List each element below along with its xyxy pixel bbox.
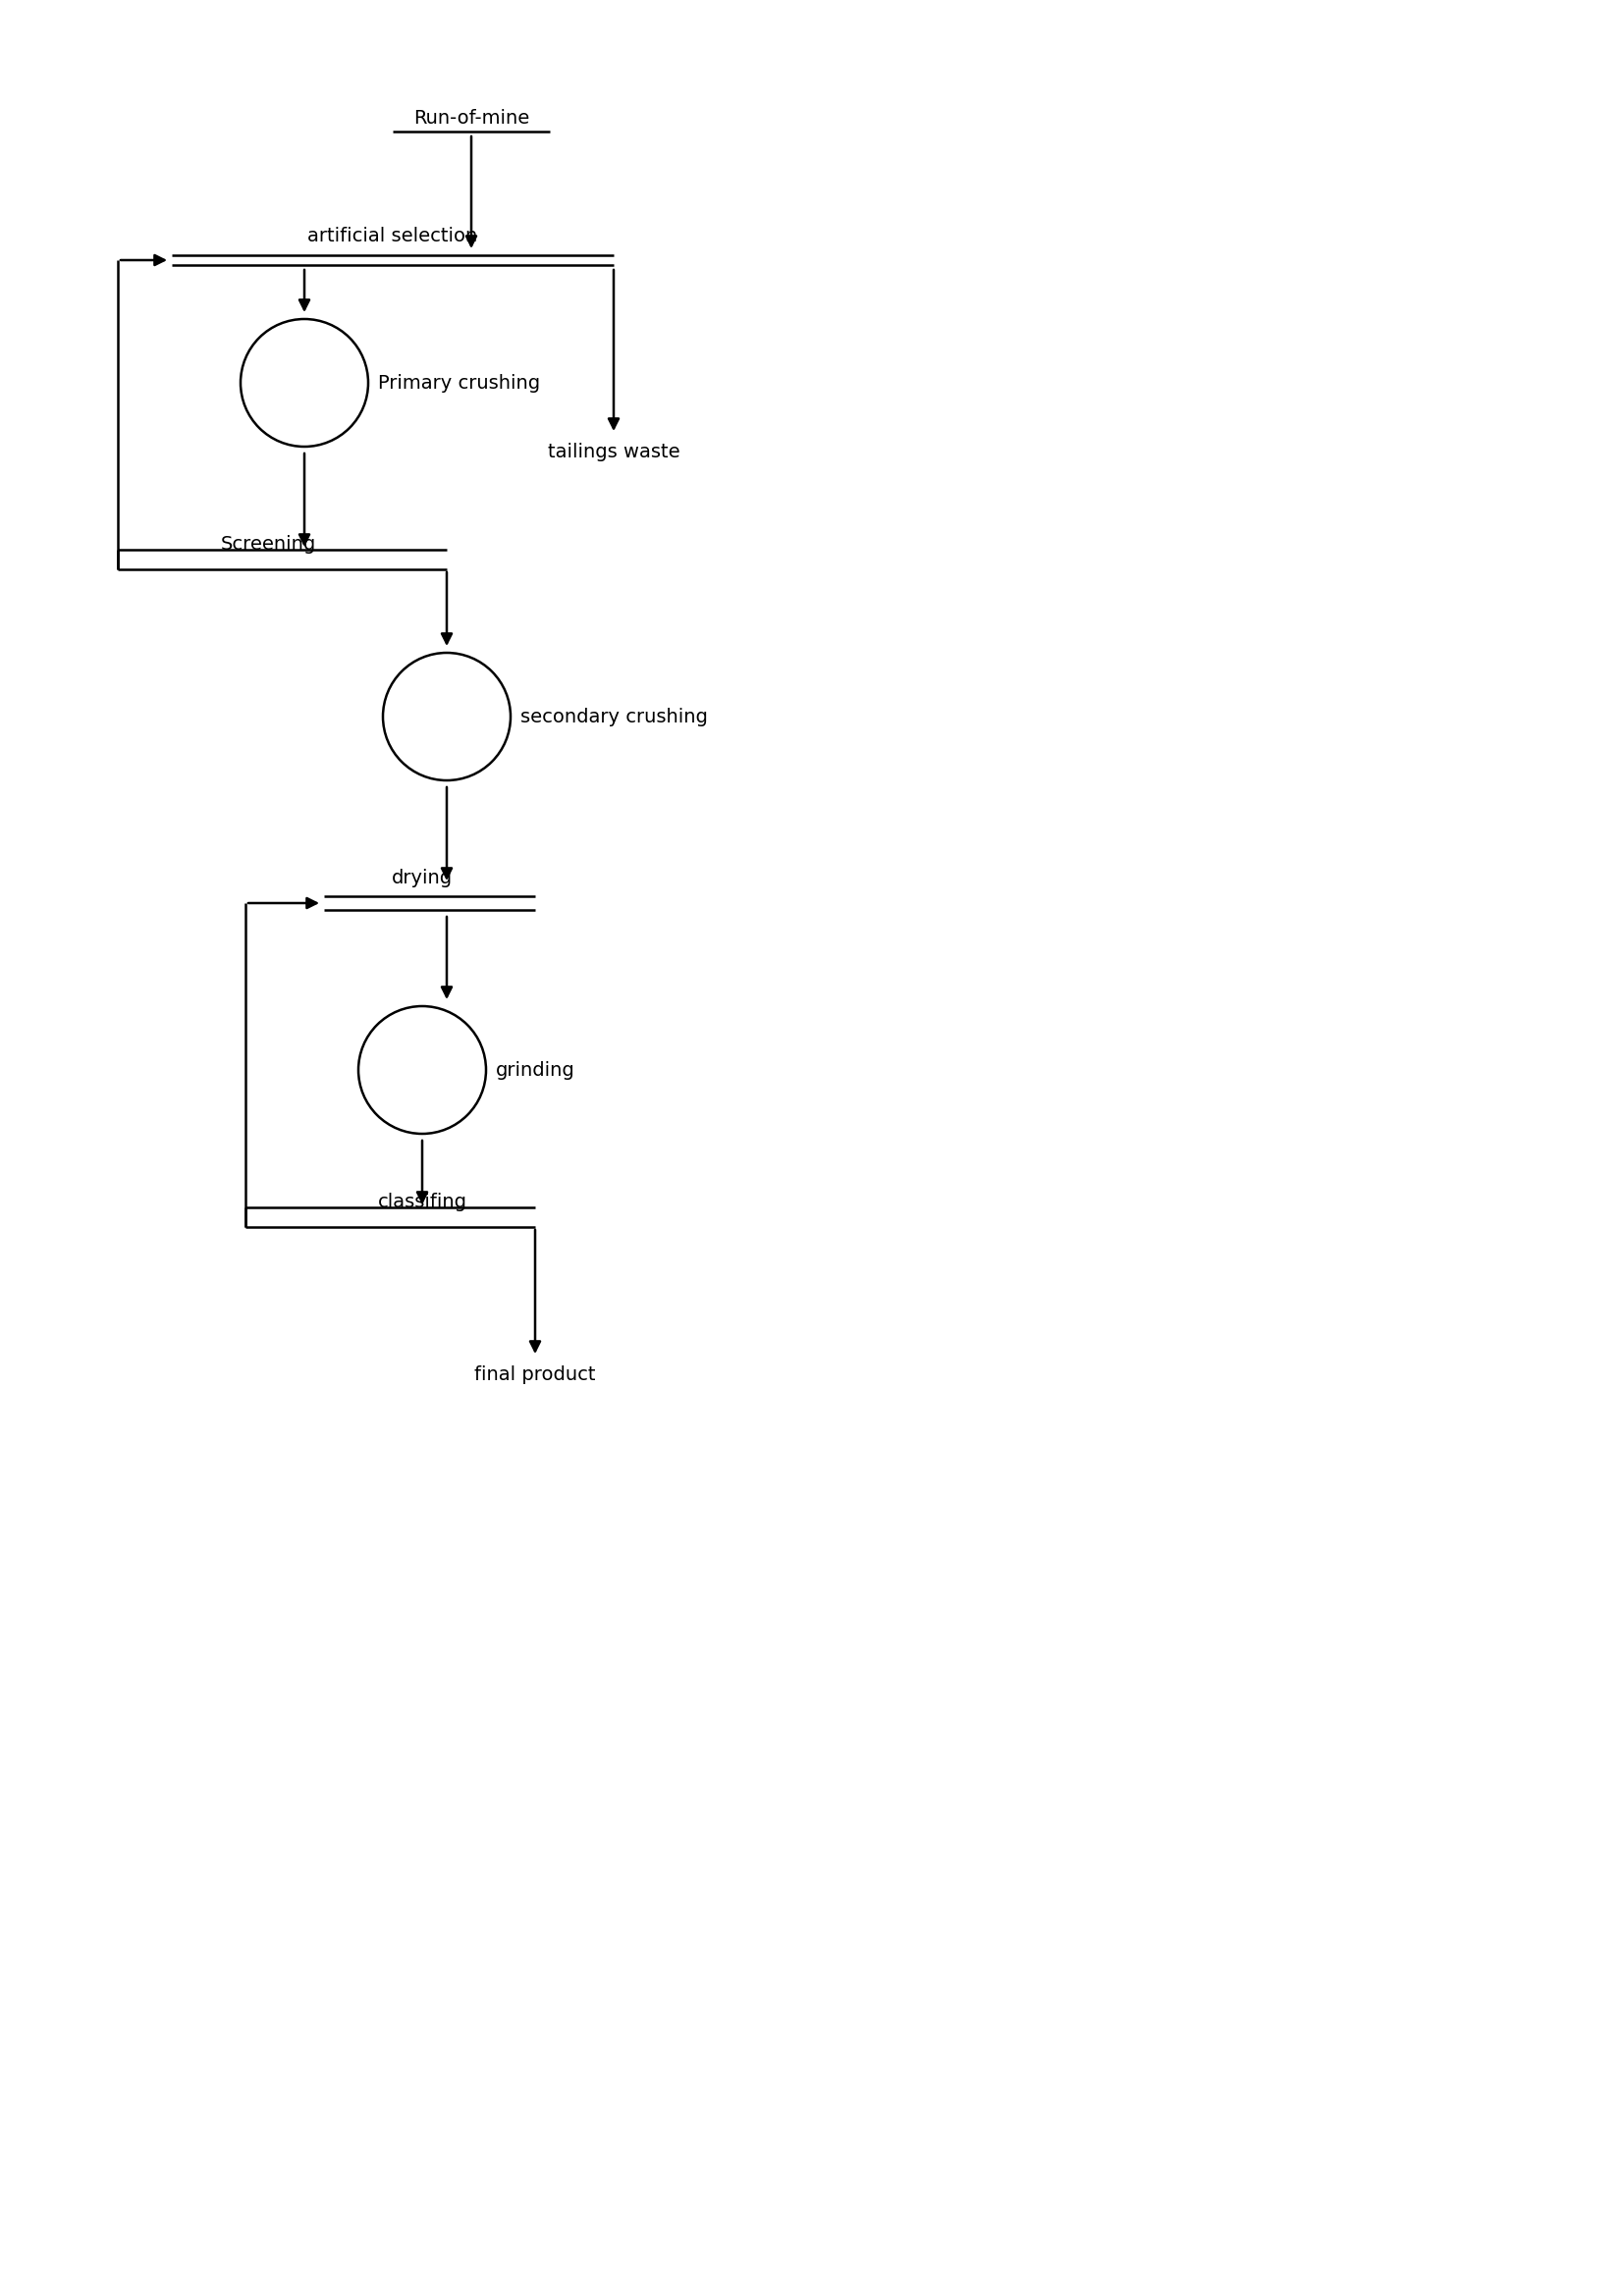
Text: classifing: classifing bbox=[377, 1192, 466, 1212]
Text: drying: drying bbox=[391, 868, 453, 886]
Text: tailings waste: tailings waste bbox=[547, 443, 680, 461]
Text: Primary crushing: Primary crushing bbox=[378, 374, 541, 393]
Text: Screening: Screening bbox=[221, 535, 317, 553]
Text: Run-of-mine: Run-of-mine bbox=[412, 108, 529, 126]
Text: grinding: grinding bbox=[495, 1061, 575, 1079]
Text: secondary crushing: secondary crushing bbox=[520, 707, 708, 726]
Text: artificial selection: artificial selection bbox=[307, 227, 477, 246]
Text: final product: final product bbox=[474, 1364, 596, 1384]
